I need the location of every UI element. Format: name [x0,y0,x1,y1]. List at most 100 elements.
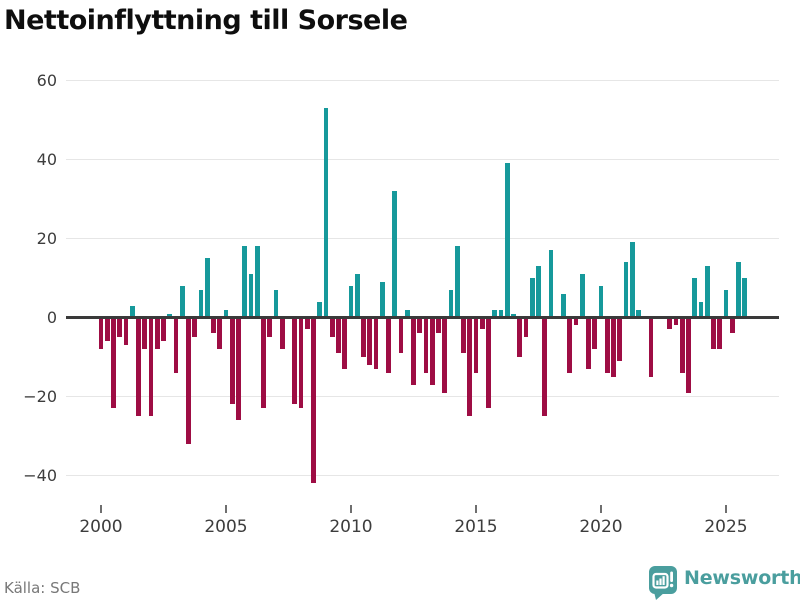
bar-positive [736,262,741,318]
bar-negative [604,317,610,373]
x-axis-label: 2020 [579,517,623,537]
bar-negative [611,317,616,377]
bar-negative [229,317,235,405]
bar-positive [392,191,398,318]
bar-negative [729,317,735,334]
bar-positive [511,313,516,318]
bar-negative [592,317,598,350]
bar-positive [698,301,704,318]
bar-negative [486,317,491,409]
bar-negative [148,317,154,417]
bar-negative [304,317,310,330]
bar-negative [436,317,441,334]
bar-negative [386,317,391,373]
bar-negative [667,317,673,330]
source-note: Källa: SCB [4,579,81,597]
x-axis-label: 2000 [79,517,123,537]
bar-positive [623,262,629,318]
bar-negative [142,317,148,350]
bar-negative [542,317,548,417]
bar-negative [236,317,241,421]
bar-negative [298,317,304,409]
gridline-y20 [66,238,779,239]
x-axis-tick [350,505,352,513]
bar-negative [717,317,723,350]
bar-negative [479,317,485,330]
bar-negative [173,317,179,373]
bar-negative [617,317,623,361]
x-axis-tick [600,505,602,513]
bar-negative [467,317,473,417]
bar-positive [548,250,554,318]
bar-positive [598,285,604,318]
bar-positive [379,281,385,318]
newsworthy-logo: Newsworthy [648,564,800,600]
y-axis-label: −20 [23,386,57,406]
bar-positive [561,293,566,318]
bar-negative [361,317,366,357]
x-axis-label: 2010 [329,517,373,537]
zero-axis-line [66,316,779,319]
bar-negative [711,317,716,350]
bar-positive [498,309,504,318]
bar-negative [117,317,123,338]
bar-positive [536,266,541,318]
gridline-y-40 [66,475,779,476]
y-axis-label: −40 [23,465,57,485]
bar-positive [317,301,323,318]
bar-positive [248,274,254,318]
gridline-y60 [66,80,779,81]
bar-negative [123,317,129,346]
bar-positive [529,278,535,318]
x-axis-label: 2005 [204,517,248,537]
bar-negative [267,317,273,338]
bar-negative [679,317,685,373]
bar-positive [692,278,698,318]
bar-negative [161,317,166,342]
bar-negative [329,317,335,338]
x-axis-label: 2025 [704,517,748,537]
bar-negative [673,317,679,326]
bar-positive [742,278,748,318]
bar-negative [279,317,285,350]
x-axis-tick [100,505,102,513]
bar-positive [454,246,460,318]
bar-negative [336,317,341,354]
y-axis-label: 60 [36,70,57,90]
x-axis-tick [475,505,477,513]
y-axis-label: 40 [36,149,57,169]
y-axis-label: 0 [46,307,57,327]
bar-negative [586,317,591,369]
bar-negative [98,317,104,350]
gridline-y-20 [66,396,779,397]
bar-negative [411,317,416,385]
bar-positive [723,289,729,318]
bar-negative [686,317,691,393]
bar-positive [504,163,510,318]
bar-positive [273,289,279,318]
bar-positive [323,108,329,318]
bar-positive [579,274,585,318]
bar-negative [473,317,479,373]
bar-positive [254,246,260,318]
bar-negative [154,317,160,350]
bar-negative [192,317,198,338]
newsworthy-logo-text: Newsworthy [684,567,800,589]
bar-negative [311,317,316,484]
x-axis-tick [225,505,227,513]
bar-positive [242,246,248,318]
bar-negative [461,317,466,354]
bar-negative [417,317,423,334]
bar-negative [373,317,379,369]
bar-negative [211,317,216,334]
bar-positive [198,289,204,318]
bar-negative [261,317,266,409]
bar-positive [354,274,360,318]
bar-negative [573,317,579,326]
gridline-y40 [66,159,779,160]
bar-negative [367,317,373,365]
bar-negative [398,317,404,354]
bar-positive [348,285,354,318]
bar-negative [217,317,223,350]
